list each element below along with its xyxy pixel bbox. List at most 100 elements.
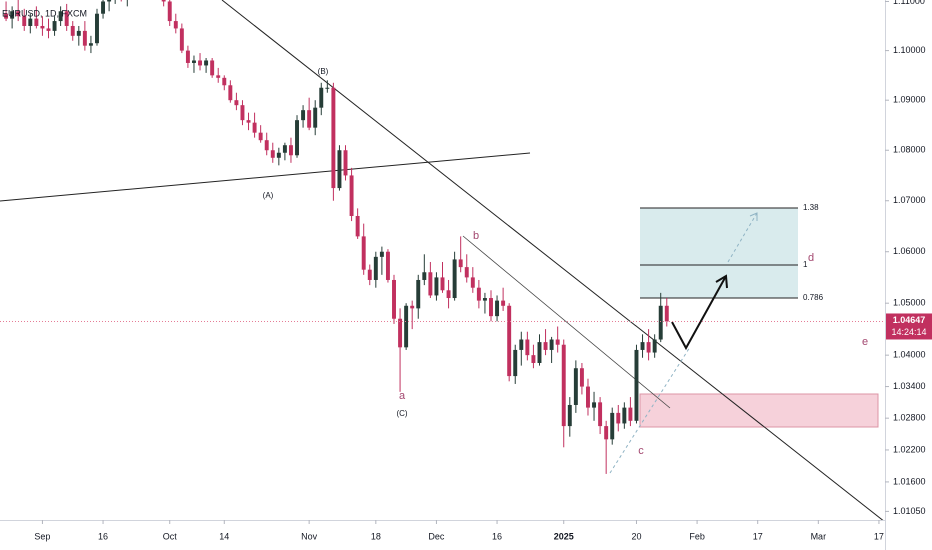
candle-body (404, 305, 409, 348)
candle-body (501, 300, 506, 306)
candle-body (258, 132, 263, 141)
candle-body (204, 60, 209, 66)
candle-body (452, 259, 457, 299)
candle-body (507, 305, 512, 377)
candle-body (173, 21, 178, 29)
candle-body (531, 355, 536, 363)
y-tick-label: 1.05000 (893, 298, 926, 308)
x-tick-label: 17 (874, 531, 884, 541)
candle-body (295, 120, 299, 156)
candle-body (525, 339, 530, 356)
x-tick-label: 18 (371, 531, 381, 541)
candle-body (192, 60, 196, 63)
wave-label: c (638, 445, 644, 457)
candle-body (325, 87, 330, 89)
candle-body (646, 342, 651, 353)
candle-body (240, 105, 245, 121)
candle-body (634, 349, 639, 421)
fib-label: 0.786 (803, 293, 824, 302)
candle-body (234, 100, 239, 106)
candle-body (628, 407, 633, 421)
candle-body (82, 30, 87, 46)
candle-body (610, 412, 615, 440)
candle-body (276, 152, 281, 158)
candle-body (482, 298, 487, 301)
candle-body (46, 28, 51, 31)
candle-body (598, 402, 603, 427)
x-tick-label: Mar (811, 531, 827, 541)
candle-body (579, 368, 584, 387)
y-tick-label: 1.08000 (893, 145, 926, 155)
candle-body (543, 342, 548, 350)
candle-body (561, 344, 566, 427)
candle-body (495, 300, 500, 317)
price-tag (886, 313, 932, 340)
axes: 1.11000 1.10000 1.09000 1.08000 1.07000 1.060… (34, 0, 932, 541)
y-tick-label: 1.01050 (893, 506, 926, 516)
candle-body (270, 150, 275, 158)
candle-body (458, 259, 463, 268)
candle-body (101, 1, 106, 14)
candle-body (64, 11, 69, 26)
candle-body (373, 256, 378, 280)
candle-body (313, 107, 318, 128)
y-tick-label: 1.07000 (893, 195, 926, 205)
candle-body (319, 87, 324, 108)
fib-label: 1 (803, 260, 808, 269)
candle-body (22, 16, 27, 26)
candle-body (592, 402, 597, 408)
x-tick-label: 14 (219, 531, 229, 541)
candle-body (70, 25, 75, 36)
candle-body (622, 407, 627, 424)
wave-label: (A) (263, 191, 274, 200)
candle-body (664, 305, 669, 322)
candle-body (16, 11, 21, 17)
x-tick-label: 2025 (554, 531, 574, 541)
candle-body (361, 236, 366, 270)
candle-body (343, 150, 348, 176)
candle-body (355, 215, 360, 237)
x-tick-label: Nov (301, 531, 318, 541)
y-tick-label: 1.04000 (893, 350, 926, 360)
candle-body (264, 140, 269, 151)
candle-body (658, 305, 663, 340)
x-tick-label: Oct (163, 531, 178, 541)
y-tick-label: 1.09000 (893, 95, 926, 105)
candle-body (222, 77, 227, 86)
candle-body (652, 339, 657, 353)
candle-body (489, 298, 493, 317)
candle-body (252, 122, 257, 133)
candle-body (428, 272, 433, 296)
candle-body (367, 269, 372, 280)
y-tick-label: 1.06000 (893, 246, 926, 256)
projection-arrow (671, 275, 727, 351)
candle-body (307, 110, 312, 128)
arrow-head (749, 212, 758, 221)
x-tick-label: Feb (689, 531, 705, 541)
candle-body (210, 60, 215, 76)
candle-body (107, 0, 112, 2)
candle-body (331, 87, 336, 189)
x-tick-label: 16 (492, 531, 502, 541)
candle-body (288, 145, 293, 156)
candle-body (28, 18, 33, 26)
candle-body (228, 85, 233, 101)
demand-zone (639, 393, 879, 428)
wave-label: b (473, 230, 479, 242)
candle-body (470, 277, 475, 288)
candle-body (52, 21, 57, 31)
candle-body (198, 60, 203, 66)
candle-body (440, 277, 445, 291)
candle-body (95, 13, 99, 44)
x-tick-label: Sep (34, 531, 50, 541)
wave-label: d (808, 252, 814, 264)
candle-body (179, 28, 184, 51)
x-tick-label: Dec (428, 531, 445, 541)
wave-label: (B) (318, 67, 329, 76)
candle-body (301, 110, 306, 121)
candle-body (167, 1, 172, 22)
candle-body (88, 43, 93, 46)
trendline (221, 0, 884, 520)
candles (4, 0, 669, 474)
candle-body (640, 342, 645, 350)
